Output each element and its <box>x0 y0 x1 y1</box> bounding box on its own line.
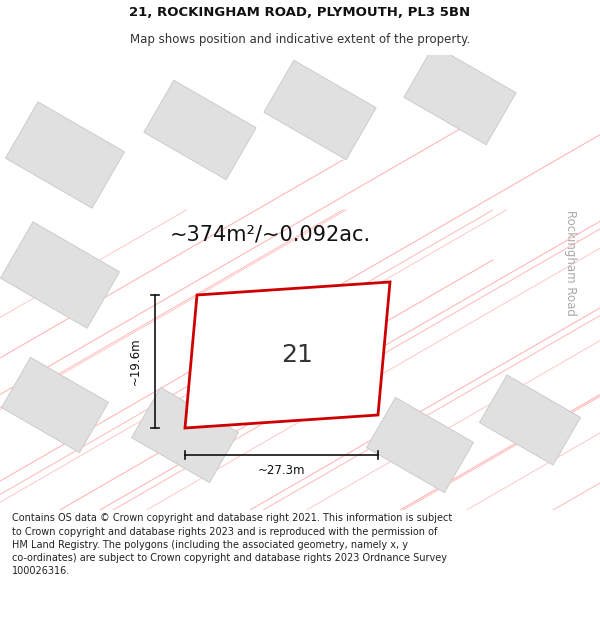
Text: Rockingham Road: Rockingham Road <box>563 209 577 316</box>
Polygon shape <box>5 102 125 208</box>
Polygon shape <box>131 388 238 482</box>
Text: ~19.6m: ~19.6m <box>128 338 142 385</box>
Text: Contains OS data © Crown copyright and database right 2021. This information is : Contains OS data © Crown copyright and d… <box>12 514 452 576</box>
Text: Map shows position and indicative extent of the property.: Map shows position and indicative extent… <box>130 33 470 46</box>
Text: 21: 21 <box>281 343 313 367</box>
Text: ~374m²/~0.092ac.: ~374m²/~0.092ac. <box>169 225 371 245</box>
Polygon shape <box>264 60 376 160</box>
Text: ~27.3m: ~27.3m <box>258 464 305 476</box>
Polygon shape <box>2 357 109 452</box>
Polygon shape <box>144 80 256 180</box>
Text: 21, ROCKINGHAM ROAD, PLYMOUTH, PL3 5BN: 21, ROCKINGHAM ROAD, PLYMOUTH, PL3 5BN <box>130 6 470 19</box>
Polygon shape <box>185 282 390 428</box>
Polygon shape <box>404 45 516 145</box>
Polygon shape <box>1 222 119 328</box>
Polygon shape <box>479 375 581 465</box>
Polygon shape <box>367 398 473 492</box>
